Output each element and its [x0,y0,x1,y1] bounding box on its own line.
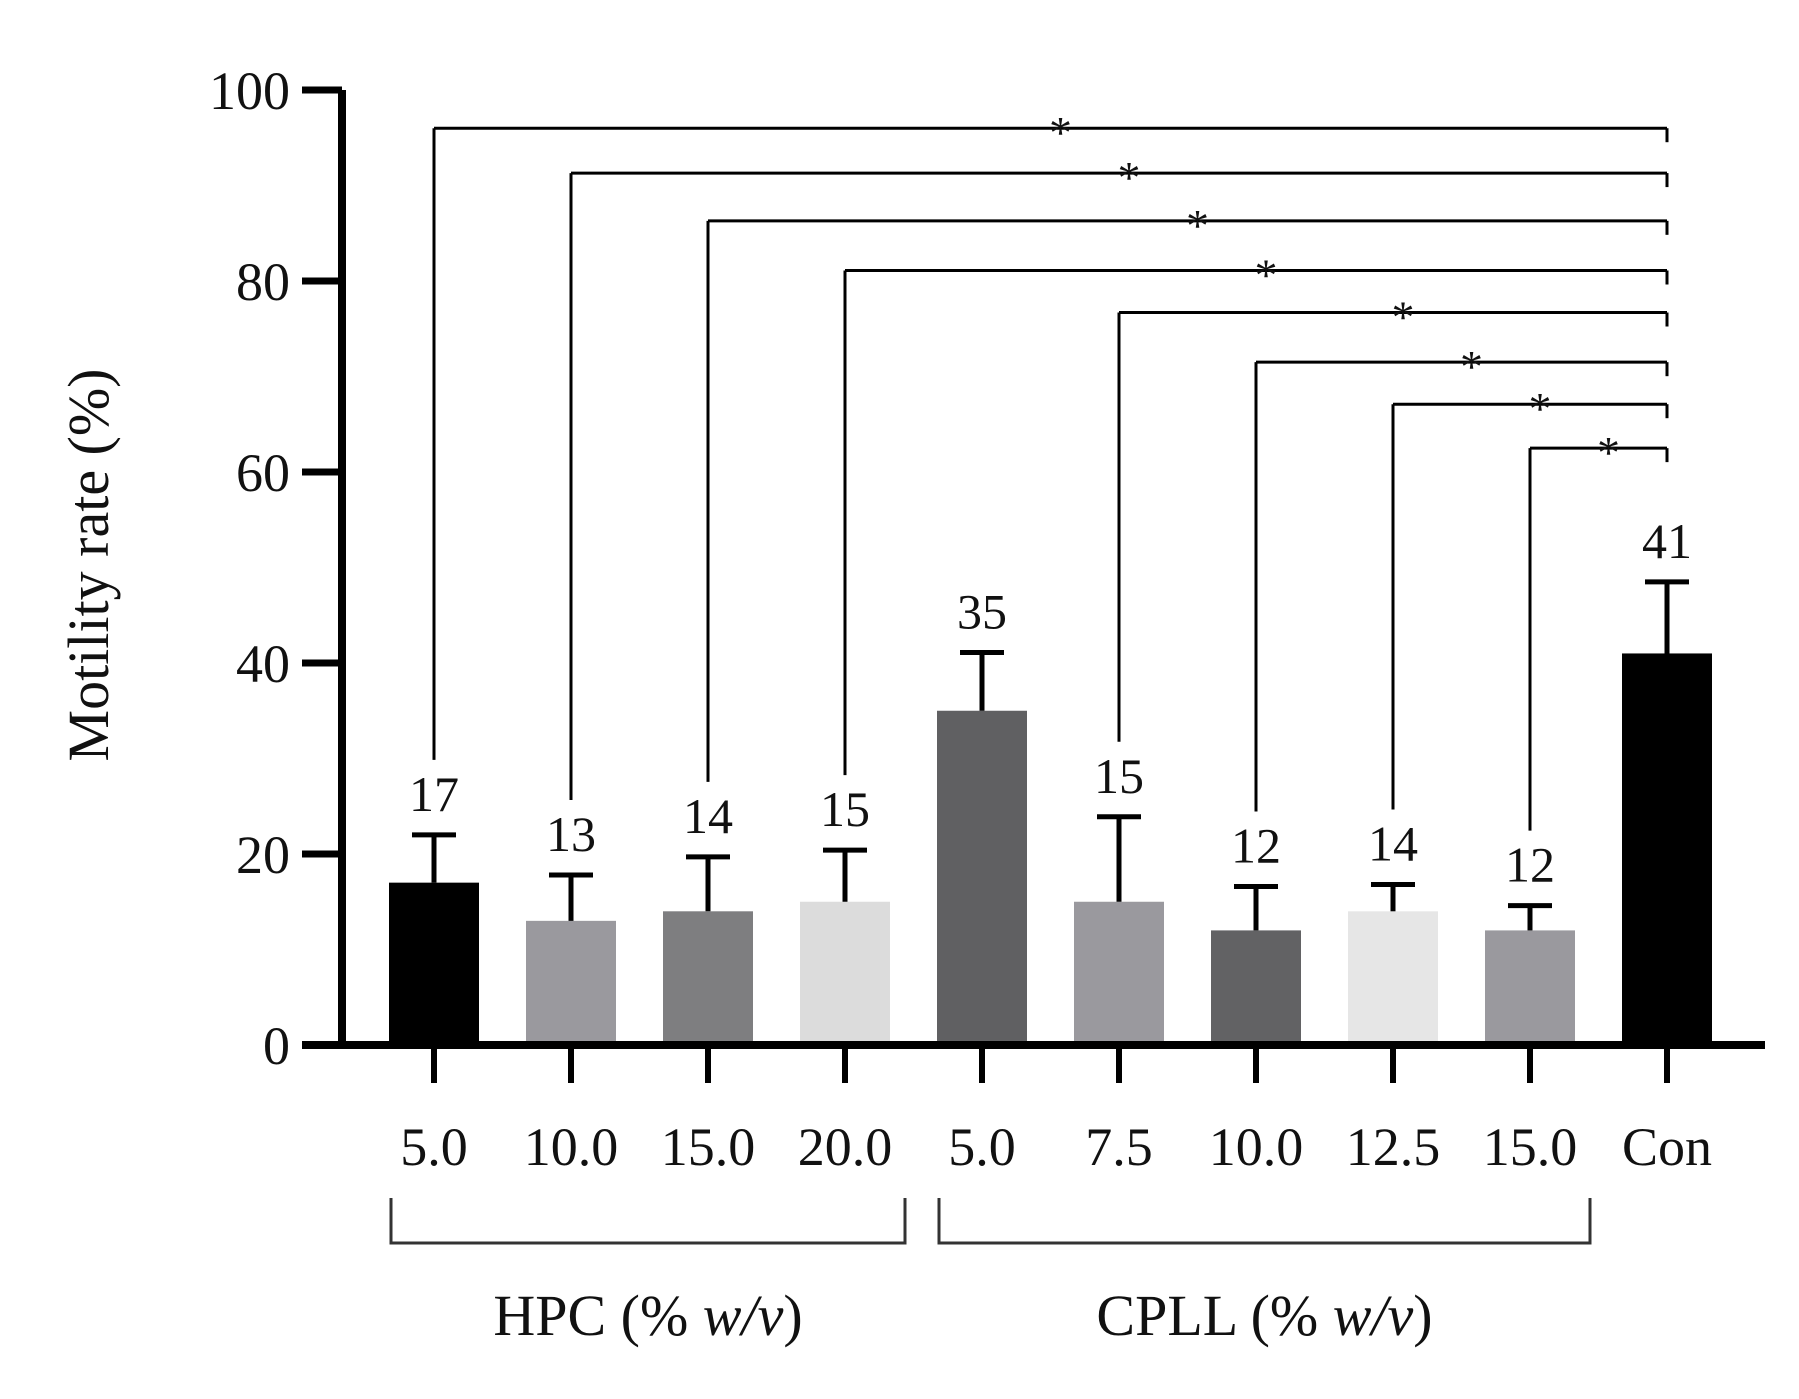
group-label-main: CPLL (% [1096,1283,1332,1348]
data-label: 17 [409,766,459,822]
bar [1074,901,1164,1045]
data-label: 35 [957,583,1007,639]
significance-star: * [1186,200,1209,251]
group-label-end: ) [1413,1283,1432,1348]
significance-star: * [1118,152,1141,203]
data-label: 15 [820,781,870,837]
data-label: 14 [1368,816,1418,872]
y-tick-label: 80 [236,252,290,312]
bars [389,653,1712,1045]
significance-star: * [1597,427,1620,478]
data-label: 13 [546,806,596,862]
significance-star: * [1529,383,1552,434]
axes [302,90,1765,1049]
bar [526,920,616,1045]
significance-star: * [1049,107,1072,158]
group-label-unit: w/v [1333,1283,1414,1348]
bar [937,710,1027,1045]
significance-star: * [1255,249,1278,300]
group-label: CPLL (% w/v) [1096,1283,1432,1348]
category-label: 12.5 [1346,1117,1441,1177]
y-tick-label: 0 [263,1016,290,1076]
category-label: 20.0 [798,1117,893,1177]
value-labels: 17 13 14 15 35 15 12 14 12 41 [409,513,1692,893]
y-tick-label: 20 [236,825,290,885]
group-brackets: HPC (% w/v) CPLL (% w/v) [389,1198,1592,1348]
category-label: 15.0 [661,1117,756,1177]
bar [663,911,753,1045]
y-tick-label: 100 [209,61,290,121]
data-label: 12 [1505,837,1555,893]
category-label: 10.0 [524,1117,619,1177]
group-label: HPC (% w/v) [493,1283,802,1348]
significance-brackets: * * * * * * * * [432,107,1669,831]
category-label: 7.5 [1085,1117,1153,1177]
category-label: 5.0 [400,1117,468,1177]
bar [389,882,479,1045]
category-label: 5.0 [948,1117,1016,1177]
group-label-end: ) [783,1283,802,1348]
group-label-unit: w/v [703,1283,784,1348]
bar [1348,911,1438,1045]
data-label: 41 [1642,513,1692,569]
bar [1622,653,1712,1045]
y-tick-label: 40 [236,634,290,694]
group-bracket [389,1198,907,1245]
y-axis-label: Motility rate (%) [56,368,121,761]
data-label: 14 [683,788,733,844]
y-ticks: 0 20 40 60 80 100 [209,61,342,1076]
group-label-main: HPC (% [493,1283,702,1348]
error-bars [412,579,1689,931]
significance-star: * [1392,292,1415,343]
group-bracket [937,1198,1592,1245]
bar [800,901,890,1045]
bar [1211,930,1301,1045]
data-label: 15 [1094,748,1144,804]
data-label: 12 [1231,817,1281,873]
y-axis-label-group: Motility rate (%) [56,368,121,761]
significance-star: * [1460,341,1483,392]
bar [1485,930,1575,1045]
category-labels: 5.0 10.0 15.0 20.0 5.0 7.5 10.0 12.5 15.0 Con [400,1045,1712,1177]
y-tick-label: 60 [236,443,290,503]
category-label: 15.0 [1483,1117,1578,1177]
category-label: Con [1622,1117,1712,1177]
category-label: 10.0 [1209,1117,1304,1177]
